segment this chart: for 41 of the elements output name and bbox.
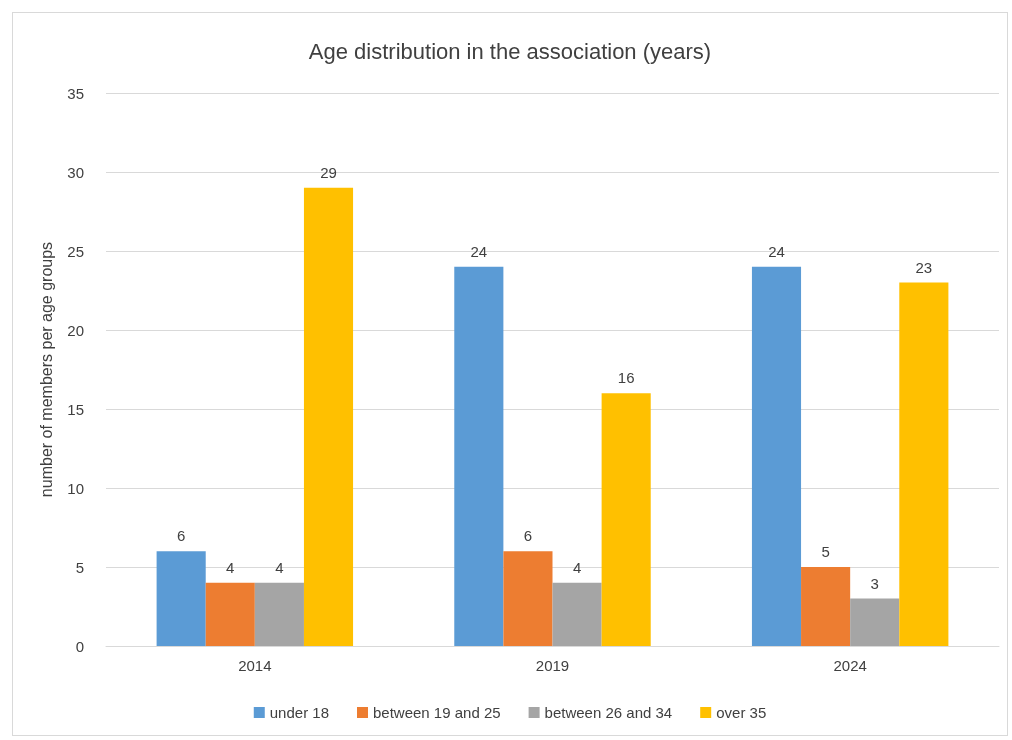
bar — [454, 266, 504, 646]
y-tick-label: 15 — [67, 400, 84, 418]
data-label: 29 — [320, 163, 337, 181]
legend-label: between 19 and 25 — [372, 704, 501, 721]
bar — [850, 598, 900, 646]
y-tick-label: 30 — [67, 163, 84, 181]
bar — [503, 551, 553, 646]
bar — [552, 582, 602, 646]
data-label: 5 — [821, 543, 830, 560]
data-label: 23 — [915, 258, 933, 276]
data-label: 6 — [523, 527, 533, 545]
y-tick-label: 25 — [67, 242, 84, 260]
data-label: 24 — [470, 242, 488, 260]
x-tick-label: 2024 — [833, 657, 867, 674]
bar — [751, 266, 802, 646]
data-label: 6 — [176, 527, 186, 545]
legend-label: between 26 and 34 — [544, 704, 673, 721]
y-tick-label: 10 — [67, 479, 84, 497]
x-tick-label: 2014 — [238, 657, 272, 674]
bar — [156, 551, 206, 646]
x-tick-label: 2019 — [535, 657, 570, 674]
data-label: 3 — [870, 574, 879, 592]
legend-label: over 35 — [716, 704, 767, 721]
legend-label: under 18 — [269, 704, 329, 721]
bar — [205, 582, 255, 646]
data-label: 24 — [768, 242, 785, 260]
bar — [254, 582, 304, 646]
bar — [601, 393, 651, 646]
bar — [801, 567, 851, 646]
data-label: 4 — [275, 558, 284, 576]
data-label: 4 — [572, 558, 582, 576]
y-tick-label: 20 — [67, 321, 84, 339]
chart-title: Age distribution in the association (years) — [308, 38, 712, 64]
y-tick-label: 5 — [75, 558, 84, 576]
bar — [899, 282, 949, 646]
y-tick-label: 35 — [67, 84, 84, 102]
data-label: 16 — [617, 369, 635, 387]
data-label: 4 — [226, 558, 235, 576]
y-axis-title: number of members per age groups — [37, 241, 55, 498]
bar — [303, 187, 354, 646]
y-tick-label: 0 — [75, 637, 84, 655]
